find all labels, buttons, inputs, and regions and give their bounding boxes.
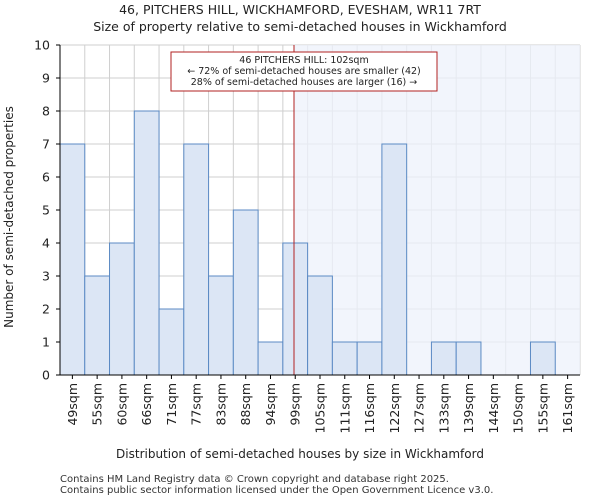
x-axis-label: Distribution of semi-detached houses by …: [116, 447, 484, 461]
y-tick-label: 1: [42, 335, 50, 350]
x-tick-label: 99sqm: [288, 383, 303, 426]
x-tick-label: 155sqm: [535, 383, 550, 433]
x-tick-label: 150sqm: [511, 383, 526, 433]
x-tick-label: 71sqm: [164, 383, 179, 426]
bar-88sqm: [232, 209, 259, 376]
x-tick-label: 127sqm: [412, 383, 427, 433]
x-tick-label: 55sqm: [90, 383, 105, 426]
bar-49sqm: [59, 143, 86, 376]
bar-105sqm: [307, 275, 333, 376]
y-tick-label: 6: [42, 170, 50, 185]
x-tick-label: 49sqm: [65, 383, 80, 426]
x-tick-label: 111sqm: [337, 383, 352, 433]
x-tick-label: 88sqm: [238, 383, 253, 426]
y-tick-label: 2: [42, 302, 50, 317]
bar-99sqm: [282, 242, 309, 376]
x-tick-label: 94sqm: [263, 383, 278, 426]
chart-title: 46, PITCHERS HILL, WICKHAMFORD, EVESHAM,…: [119, 2, 481, 17]
bar-116sqm: [356, 341, 383, 376]
bar-155sqm: [529, 341, 556, 376]
footer-licence: Contains public sector information licen…: [60, 485, 494, 496]
y-tick-label: 10: [34, 38, 50, 53]
bar-139sqm: [455, 341, 482, 376]
y-axis-label: Number of semi-detached properties: [2, 106, 16, 328]
x-tick-label: 83sqm: [213, 383, 228, 426]
bar-55sqm: [84, 275, 111, 376]
x-tick-label: 161sqm: [560, 383, 575, 433]
chart-subtitle: Size of property relative to semi-detach…: [93, 19, 507, 34]
x-tick-label: 144sqm: [486, 383, 501, 433]
bar-94sqm: [257, 341, 284, 376]
bar-122sqm: [381, 143, 408, 376]
y-tick-label: 9: [42, 71, 50, 86]
x-tick-label: 139sqm: [461, 383, 476, 433]
annotation-smaller: ← 72% of semi-detached houses are smalle…: [187, 66, 421, 77]
x-tick-label: 133sqm: [436, 383, 451, 433]
bar-71sqm: [158, 308, 185, 376]
annotation-larger: 28% of semi-detached houses are larger (…: [191, 77, 418, 88]
bar-111sqm: [331, 341, 358, 376]
bar-66sqm: [133, 110, 160, 376]
y-tick-label: 5: [42, 203, 50, 218]
y-tick-label: 3: [42, 269, 50, 284]
y-tick-label: 7: [42, 137, 50, 152]
x-tick-label: 122sqm: [387, 383, 402, 433]
x-tick-label: 116sqm: [362, 383, 377, 433]
annotation-box: 46 PITCHERS HILL: 102sqm ← 72% of semi-d…: [170, 51, 438, 92]
bar-83sqm: [208, 275, 234, 376]
footer-copyright: Contains HM Land Registry data © Crown c…: [60, 474, 449, 485]
x-tick-label: 105sqm: [313, 383, 328, 433]
x-tick-label: 77sqm: [189, 383, 204, 426]
bar-133sqm: [430, 341, 457, 376]
annotation-title: 46 PITCHERS HILL: 102sqm: [239, 55, 368, 66]
x-tick-label: 66sqm: [139, 383, 154, 426]
y-tick-label: 8: [42, 104, 50, 119]
larger-properties-shade: [294, 45, 580, 375]
x-tick-label: 60sqm: [114, 383, 129, 426]
y-tick-label: 0: [42, 368, 50, 383]
y-tick-label: 4: [42, 236, 50, 251]
bar-60sqm: [109, 242, 135, 376]
bar-77sqm: [183, 143, 210, 376]
